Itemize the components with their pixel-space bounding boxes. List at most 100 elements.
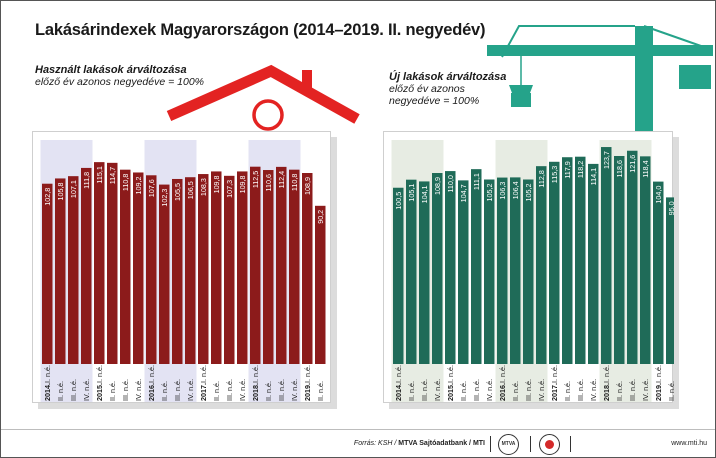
category-label: III. n.é. [628,379,637,401]
year-label: 2018. [251,383,260,401]
quarter-label: IV. n.é. [186,379,195,401]
category-label: 2015.I. n.é. [446,365,455,401]
bar [146,175,157,364]
category-label: IV. n.é. [186,379,195,401]
category-label: II. n.é. [511,381,520,401]
mtva-logo: MTVA [498,434,519,455]
category-label: 2016.I. n.é. [498,365,507,401]
category-label: II. n.é. [212,381,221,401]
bar-value-label: 105,1 [407,184,416,202]
category-label: II. n.é. [264,381,273,401]
page-title: Lakásárindexek Magyarországon (2014–2019… [35,21,486,39]
bar [523,179,534,364]
quarter-label: I. n.é. [446,365,455,383]
year-label: 2017. [550,383,559,401]
quarter-label: II. n.é. [108,381,117,401]
bar-value-label: 111,8 [82,172,91,189]
bar [497,177,508,364]
right-subtitle-line1: Új lakások árváltozása [389,71,507,83]
bar-value-label: 118,2 [576,161,585,178]
bar-value-label: 109,2 [134,176,143,194]
quarter-label: III. n.é. [121,379,130,401]
bar-value-label: 107,1 [69,180,78,198]
left-subtitle-line1: Használt lakások árváltozása [35,64,187,76]
category-label: IV. n.é. [433,379,442,401]
bar [68,176,79,364]
category-label: II. n.é. [459,381,468,401]
bar-value-label: 104,7 [459,184,468,202]
quarter-label: III. n.é. [277,379,286,401]
year-label: 2017. [199,383,208,401]
category-label: III. n.é. [524,379,533,401]
bar [562,157,573,364]
category-label: II. n.é. [56,381,65,401]
bar [237,171,248,364]
bar-value-label: 111,1 [472,173,481,190]
year-label: 2015. [95,383,104,401]
quarter-label: IV. n.é. [290,379,299,401]
quarter-label: IV. n.é. [537,379,546,401]
quarter-label: I. n.é. [498,365,507,383]
bar-value-label: 112,5 [251,171,260,188]
bar-value-label: 110,8 [290,174,299,191]
bar [302,173,313,364]
bar-value-label: 105,8 [56,182,65,200]
bar-value-label: 95,0 [667,201,674,215]
bar [432,173,443,364]
bar [445,171,456,364]
quarter-label: II. n.é. [407,381,416,401]
quarter-label: I. n.é. [43,365,52,383]
left-subtitle: Használt lakások árváltozása előző év az… [35,64,204,88]
quarter-label: IV. n.é. [82,379,91,401]
quarter-label: IV. n.é. [238,379,247,401]
quarter-label: II. n.é. [160,381,169,401]
year-label: 2016. [147,383,156,401]
category-label: 2019.I. n.é. [654,365,663,401]
divider [570,436,571,452]
bar [276,166,287,364]
bar [640,156,651,364]
bar [289,169,300,364]
bar-value-label: 108,3 [199,178,208,196]
category-label: II. n.é. [615,381,624,401]
category-label: III. n.é. [69,379,78,401]
quarter-label: II. n.é. [264,381,273,401]
bar [588,163,599,364]
website-link[interactable]: www.mti.hu [671,440,707,447]
bar [510,177,521,364]
year-label: 2019. [303,383,312,401]
bar [601,147,612,364]
category-label: 2018.I. n.é. [251,365,260,401]
bar-value-label: 106,4 [511,181,520,199]
quarter-label: IV. n.é. [641,379,650,401]
bar-value-label: 108,9 [433,177,442,195]
category-label: IV. n.é. [589,379,598,401]
new-homes-chart-panel: 100,5 2014.I. n.é. 105,1 II. n.é. 104,1 III. … [383,131,674,403]
quarter-label: I. n.é. [602,365,611,383]
bar [315,205,326,364]
bar [471,169,482,364]
quarter-label: III. n.é. [225,379,234,401]
bar [42,183,53,364]
quarter-label: II. n.é. [459,381,468,401]
mti-logo [539,434,560,455]
bar [159,184,170,364]
bar [211,171,222,364]
quarter-label: I. n.é. [199,365,208,383]
divider [490,436,491,452]
bar-value-label: 102,8 [43,188,52,206]
source-text: Forrás: KSH / MTVA Sajtóadatbank / MTI [354,440,485,447]
category-label: II. n.é. [108,381,117,401]
crane-icon [487,25,713,136]
bar-value-label: 109,8 [212,175,221,193]
bar-value-label: 108,9 [303,177,312,195]
category-label: IV. n.é. [238,379,247,401]
bar [263,170,274,364]
category-label: IV. n.é. [82,379,91,401]
house-roof-icon [166,64,360,131]
bar [198,174,209,364]
bar-value-label: 118,4 [641,160,650,177]
category-label: II. n.é. [667,381,674,401]
bar [393,187,404,364]
